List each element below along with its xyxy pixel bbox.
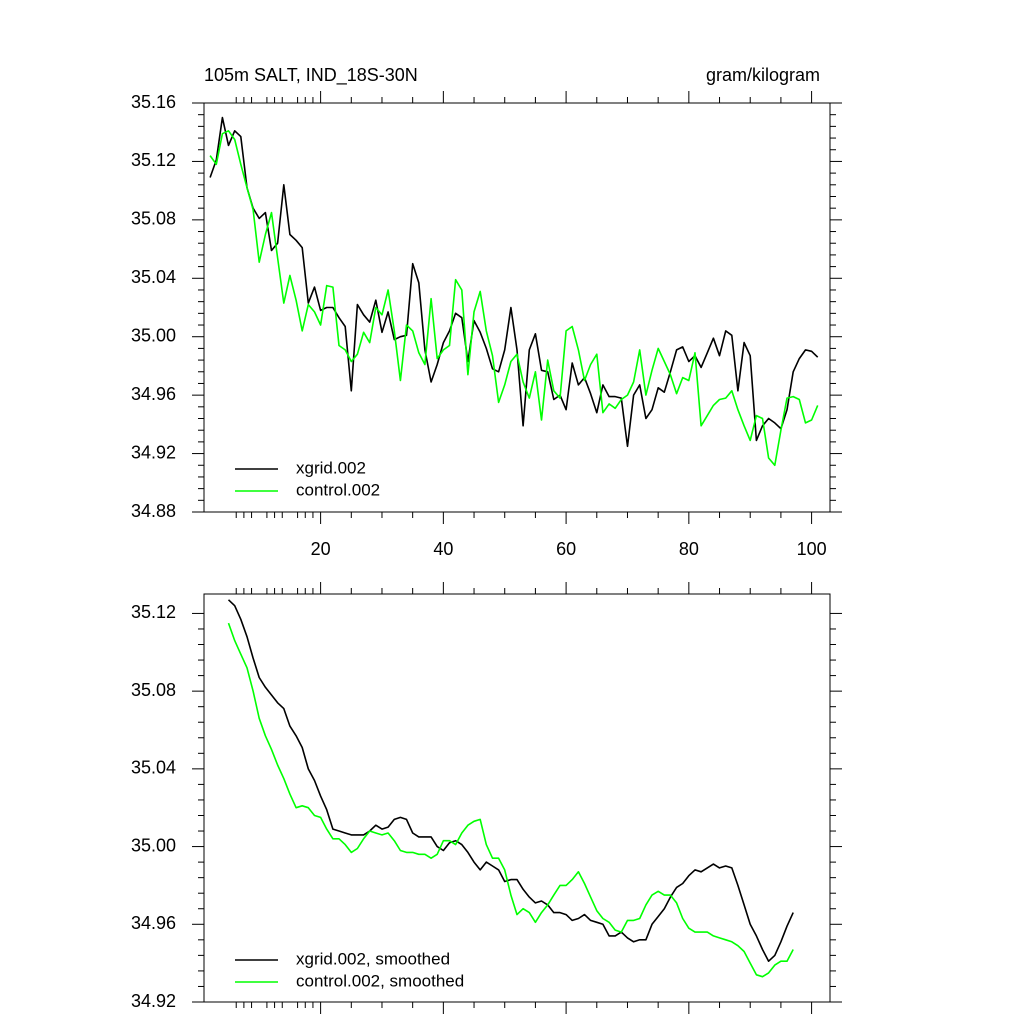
y-tick-label: 35.12	[131, 602, 176, 622]
y-tick-label: 34.92	[131, 991, 176, 1011]
legend-label: control.002	[296, 480, 380, 499]
legend-label: xgrid.002, smoothed	[296, 949, 450, 968]
legend-label: control.002, smoothed	[296, 971, 464, 990]
legend-label: xgrid.002	[296, 458, 366, 477]
units-label: gram/kilogram	[706, 65, 820, 85]
y-tick-label: 35.12	[131, 150, 176, 170]
y-tick-label: 35.16	[131, 92, 176, 112]
y-tick-label: 35.04	[131, 758, 176, 778]
y-tick-label: 34.96	[131, 384, 176, 404]
plot-frame	[203, 102, 831, 513]
y-tick-label: 35.00	[131, 325, 176, 345]
plot-frame	[203, 593, 831, 1003]
y-tick-label: 35.08	[131, 209, 176, 229]
y-tick-label: 35.04	[131, 267, 176, 287]
data-line	[209, 130, 819, 467]
y-tick-label: 34.92	[131, 442, 176, 462]
x-tick-label: 40	[433, 539, 453, 559]
x-tick-label: 80	[679, 539, 699, 559]
y-tick-label: 35.08	[131, 680, 176, 700]
x-tick-label: 100	[797, 539, 827, 559]
chart-title: 105m SALT, IND_18S-30N	[204, 65, 418, 86]
x-tick-label: 60	[556, 539, 576, 559]
y-tick-label: 34.88	[131, 501, 176, 521]
data-line	[227, 622, 794, 978]
data-line	[227, 599, 794, 962]
y-tick-label: 35.00	[131, 835, 176, 855]
x-tick-label: 20	[311, 539, 331, 559]
data-line	[209, 116, 819, 448]
y-tick-label: 34.96	[131, 913, 176, 933]
